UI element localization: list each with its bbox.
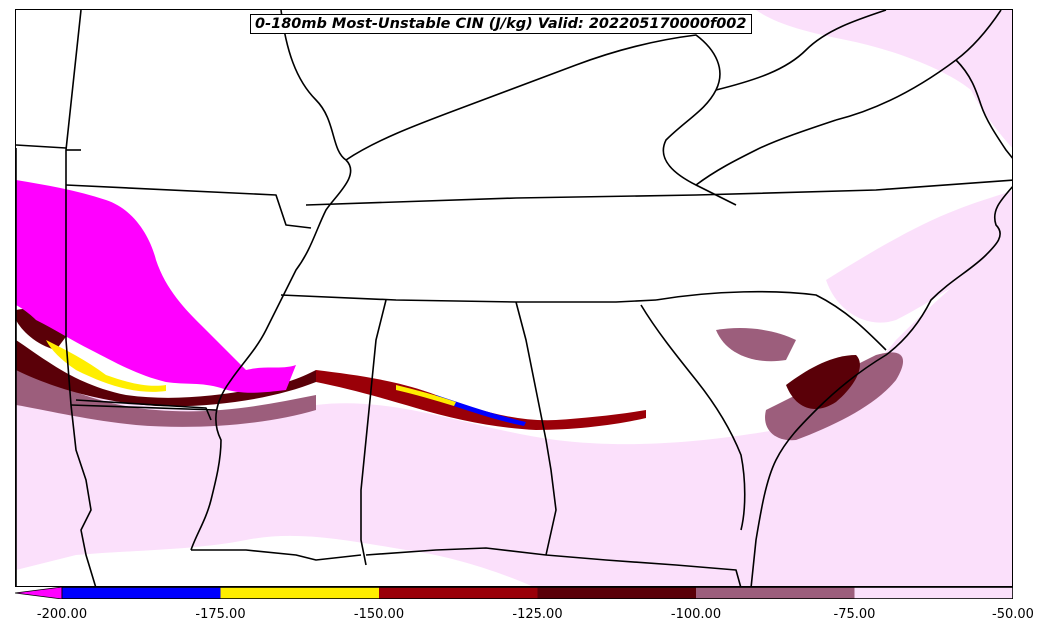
- state-boundaries: [16, 10, 1012, 586]
- colorbar-tick-label: -125.00: [512, 607, 563, 622]
- colorbar-tick-label: -100.00: [670, 607, 722, 622]
- colorbar-under-extension: [15, 587, 63, 599]
- map-panel: [15, 9, 1013, 587]
- colorbar-bin-0: [62, 587, 221, 599]
- cin-fill-yellow-blue: [46, 340, 526, 426]
- colorbar-bin-1: [220, 587, 379, 599]
- colorbar-bin-2: [379, 587, 538, 599]
- colorbar-bin-3: [537, 587, 696, 599]
- colorbar-tick-label: -200.00: [36, 607, 88, 622]
- cin-fill-magenta: [16, 180, 296, 393]
- colorbar-bin-5: [854, 587, 1013, 599]
- colorbar-bin-4: [696, 587, 855, 599]
- map-title: 0-180mb Most-Unstable CIN (J/kg) Valid: …: [250, 14, 752, 34]
- cin-map: [16, 10, 1012, 586]
- colorbar: [15, 587, 1013, 599]
- colorbar-tick-label: -50.00: [992, 607, 1034, 622]
- colorbar-tick-label: -150.00: [353, 607, 405, 622]
- colorbar-tick-label: -175.00: [195, 607, 246, 622]
- colorbar-tick-label: -75.00: [833, 607, 876, 622]
